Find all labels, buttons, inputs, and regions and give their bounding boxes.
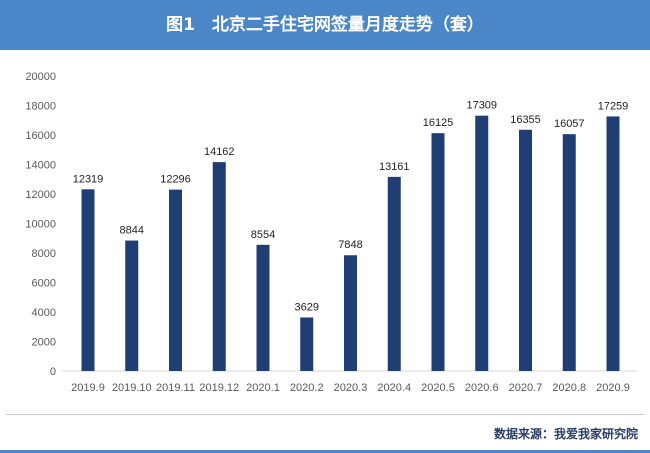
bar [387,176,401,371]
y-tick-label: 12000 [25,189,56,201]
data-label: 12319 [73,173,104,185]
data-label: 16057 [554,118,585,130]
x-tick-label: 2019.11 [156,382,195,394]
chart-title: 图1 北京二手住宅网签量月度走势（套） [0,0,650,50]
y-tick-label: 14000 [25,160,56,172]
x-tick-label: 2020.3 [334,382,368,394]
bar [519,129,532,371]
x-tick-label: 2020.1 [246,382,280,394]
data-label: 8554 [251,229,275,241]
data-label: 8844 [120,225,144,237]
source-note: 数据来源：我爱我家研究院 [493,427,638,441]
bar [475,115,489,371]
x-tick-label: 2020.5 [421,382,455,394]
data-label: 16355 [510,114,541,126]
bar [562,134,576,371]
divider [6,414,644,415]
x-tick-label: 2020.8 [552,382,586,394]
y-tick-label: 8000 [32,248,56,260]
bar [300,317,314,371]
data-label: 7848 [338,239,362,251]
data-label: 17309 [466,100,497,112]
y-tick-label: 0 [50,366,56,378]
x-tick-label: 2019.9 [71,382,105,394]
y-tick-label: 16000 [25,130,56,142]
bottom-border [0,450,650,453]
data-label: 12296 [160,174,191,186]
bar [606,116,620,371]
x-tick-label: 2020.7 [509,382,543,394]
y-tick-label: 10000 [25,219,56,231]
y-tick-label: 18000 [25,101,56,113]
bar [212,162,226,371]
y-tick-label: 4000 [32,307,56,319]
y-tick-label: 6000 [32,278,56,290]
y-tick-label: 20000 [25,71,56,83]
data-label: 16125 [423,117,454,129]
data-label: 3629 [295,301,319,313]
data-label: 17259 [598,100,629,112]
bar [344,255,357,371]
bar [81,189,95,371]
x-tick-label: 2019.12 [199,382,239,394]
bar [431,133,445,371]
data-label: 13161 [379,161,410,173]
y-tick-label: 2000 [32,337,56,349]
bar [256,244,270,371]
bar [169,189,182,371]
bar [125,240,139,371]
data-label: 14162 [204,146,235,158]
x-tick-label: 2020.2 [290,382,324,394]
x-tick-label: 2020.6 [465,382,499,394]
x-tick-label: 2020.4 [377,382,411,394]
x-tick-label: 2019.10 [112,382,152,394]
x-tick-label: 2020.9 [596,382,630,394]
